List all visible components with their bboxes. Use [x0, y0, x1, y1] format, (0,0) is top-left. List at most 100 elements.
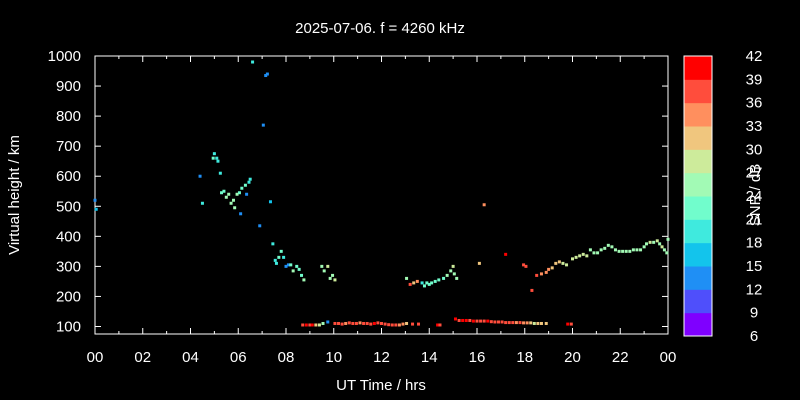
- data-point: [522, 321, 526, 325]
- data-point: [302, 278, 306, 282]
- colorbar-tick-label: 24: [746, 188, 763, 205]
- colorbar-tick-label: 6: [750, 328, 758, 345]
- data-point: [289, 263, 293, 267]
- x-tick-label: 12: [373, 349, 390, 366]
- colorbar-tick-label: 9: [750, 305, 758, 322]
- data-point: [405, 321, 409, 325]
- colorbar-segment: [684, 102, 712, 127]
- x-tick-label: 16: [469, 349, 486, 366]
- data-point: [354, 321, 358, 325]
- colorbar-tick-label: 15: [746, 258, 763, 275]
- data-point: [645, 242, 649, 246]
- data-point: [365, 321, 369, 325]
- data-point: [333, 321, 337, 325]
- colorbar-tick-label: 36: [746, 95, 763, 112]
- colorbar-tick-label: 42: [746, 48, 763, 65]
- colorbar-segment: [684, 172, 712, 197]
- data-point: [635, 248, 639, 252]
- data-point: [666, 237, 670, 241]
- x-tick-label: 22: [612, 349, 629, 366]
- data-point: [445, 273, 449, 277]
- data-point: [351, 321, 355, 325]
- data-point: [606, 243, 610, 247]
- data-point: [544, 321, 548, 325]
- data-point: [417, 322, 421, 326]
- data-point: [613, 248, 617, 252]
- data-point: [588, 248, 592, 252]
- data-point: [536, 321, 540, 325]
- colorbar-tick-label: 18: [746, 235, 763, 252]
- colorbar-tick-label: 21: [746, 211, 763, 228]
- colorbar-segment: [684, 126, 712, 150]
- data-point: [642, 245, 646, 249]
- data-point: [425, 281, 429, 285]
- data-point: [464, 318, 468, 322]
- y-axis-label: Virtual height / km: [6, 135, 23, 255]
- data-point: [286, 263, 290, 267]
- x-tick-label: 00: [660, 349, 677, 366]
- data-point: [535, 273, 539, 277]
- data-point: [295, 264, 299, 268]
- data-point: [369, 322, 373, 326]
- data-point: [383, 322, 387, 326]
- data-point: [449, 269, 453, 273]
- data-point: [394, 323, 398, 327]
- data-point: [333, 278, 337, 282]
- data-point: [220, 191, 224, 195]
- data-point: [610, 245, 614, 249]
- data-point: [571, 257, 574, 261]
- data-point: [218, 171, 222, 175]
- data-point: [387, 323, 391, 327]
- data-point: [658, 242, 662, 246]
- data-point: [504, 252, 508, 256]
- data-point: [539, 321, 543, 325]
- x-axis-label: UT Time / hrs: [336, 377, 426, 394]
- data-point: [569, 322, 573, 326]
- plot-area: [94, 55, 669, 335]
- data-point: [554, 261, 558, 265]
- data-point: [557, 260, 561, 264]
- data-point: [454, 317, 458, 321]
- data-point: [500, 320, 504, 324]
- data-point: [314, 323, 318, 327]
- data-point: [471, 319, 475, 323]
- data-point: [596, 251, 600, 255]
- colorbar-segment: [684, 219, 712, 244]
- data-point: [258, 224, 262, 228]
- data-point: [301, 323, 305, 327]
- data-points: [93, 60, 670, 327]
- data-point: [566, 322, 570, 326]
- data-point: [401, 322, 405, 326]
- data-point: [479, 319, 483, 323]
- data-point: [198, 174, 202, 178]
- x-tick-label: 14: [421, 349, 438, 366]
- x-axis: 00 02 04 06 08 10 12 14 16 18 20 22 00: [87, 56, 677, 366]
- data-point: [245, 192, 249, 196]
- data-point: [94, 207, 98, 211]
- data-point: [544, 270, 548, 274]
- data-point: [496, 320, 500, 324]
- data-point: [239, 212, 243, 216]
- data-point: [529, 321, 533, 325]
- data-point: [437, 278, 441, 282]
- colorbar-segment: [684, 56, 712, 80]
- data-point: [233, 206, 237, 210]
- data-point: [482, 203, 486, 207]
- data-point: [231, 198, 235, 202]
- colorbar-segment: [684, 242, 712, 267]
- colorbar: 6 9 12 15 18 21 24 27 30 33 36 39 42: [683, 48, 763, 345]
- x-tick-label: 00: [87, 349, 104, 366]
- data-point: [468, 318, 472, 322]
- data-point: [660, 245, 664, 249]
- data-point: [271, 242, 275, 246]
- chart-title: 2025-07-06. f = 4260 kHz: [295, 20, 465, 37]
- data-point: [274, 261, 278, 265]
- data-point: [436, 323, 440, 327]
- data-point: [321, 321, 325, 325]
- data-point: [322, 269, 326, 273]
- colorbar-label: SNR / dB: [747, 164, 764, 227]
- data-point: [240, 186, 244, 190]
- data-point: [655, 239, 659, 243]
- data-point: [652, 240, 656, 244]
